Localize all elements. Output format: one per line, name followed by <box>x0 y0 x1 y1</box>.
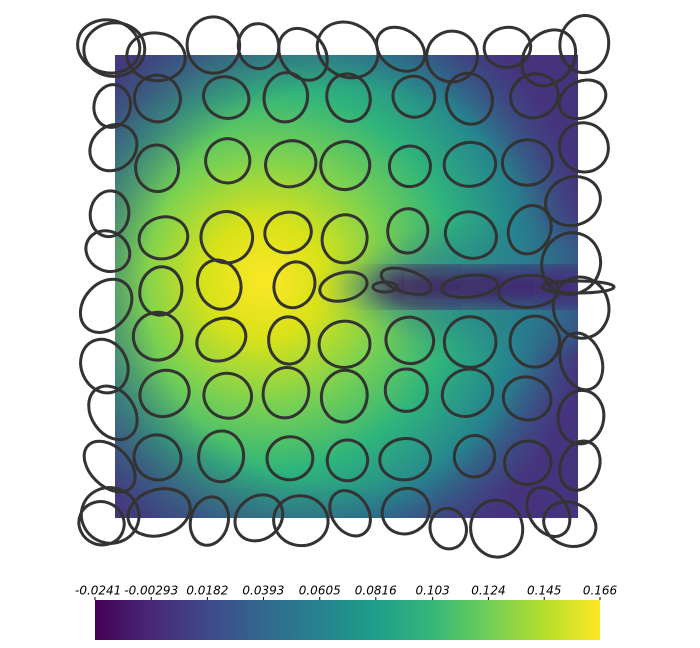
glyph <box>387 144 432 189</box>
glyph <box>202 371 254 420</box>
glyph <box>557 78 608 121</box>
glyph <box>503 439 553 486</box>
glyph <box>204 137 252 185</box>
glyph <box>138 368 191 419</box>
glyph <box>383 367 429 413</box>
glyph <box>384 315 436 366</box>
glyph <box>542 500 598 548</box>
glyph <box>319 140 372 192</box>
glyph <box>84 229 132 274</box>
glyph <box>428 506 468 551</box>
glyph <box>379 266 433 296</box>
field <box>115 55 578 518</box>
glyph <box>325 438 370 483</box>
glyph <box>380 486 432 536</box>
glyph <box>195 258 243 311</box>
glyph <box>509 72 560 120</box>
glyph <box>501 375 553 422</box>
glyph <box>482 25 533 69</box>
glyph <box>87 384 139 442</box>
glyph <box>125 31 187 83</box>
glyph <box>126 487 192 538</box>
glyph <box>131 310 184 362</box>
glyph <box>500 138 554 187</box>
glyph <box>277 26 329 82</box>
glyph <box>134 143 181 194</box>
glyph <box>132 433 183 482</box>
glyph <box>188 495 231 547</box>
glyph <box>132 73 182 124</box>
glyph <box>78 277 134 334</box>
glyph <box>319 368 369 424</box>
glyph <box>197 429 246 484</box>
glyph <box>371 280 399 294</box>
glyph <box>558 14 611 75</box>
glyph <box>263 210 313 255</box>
glyph <box>320 213 369 265</box>
colorbar-tick-label: 0.124 <box>471 584 505 598</box>
colorbar-tick-label: 0.0393 <box>242 584 284 598</box>
glyph <box>557 121 610 174</box>
glyph <box>469 498 525 559</box>
glyph <box>442 140 498 188</box>
glyph <box>544 175 602 228</box>
glyph <box>328 489 372 538</box>
glyph <box>79 486 141 545</box>
glyph <box>264 139 318 189</box>
glyph <box>138 265 184 317</box>
colorbar-tick-label: 0.0605 <box>299 584 341 598</box>
glyph <box>233 493 285 543</box>
glyph <box>137 215 190 261</box>
glyph <box>76 18 142 75</box>
colorbar-tick-label: 0.103 <box>415 584 449 598</box>
colorbar-tick-label: -0.0241 <box>75 584 121 598</box>
glyph <box>444 71 494 126</box>
glyph <box>391 74 437 119</box>
glyph <box>440 273 500 299</box>
glyph <box>318 270 369 303</box>
colorbar-tick-label: 0.145 <box>527 584 561 598</box>
glyph <box>378 436 432 482</box>
glyph <box>558 439 602 492</box>
glyph <box>82 439 137 494</box>
glyph <box>82 21 147 78</box>
glyph <box>440 367 495 418</box>
glyph <box>317 319 372 369</box>
glyph <box>443 210 498 260</box>
glyph <box>272 494 330 548</box>
glyph <box>88 189 131 239</box>
glyph <box>540 231 603 296</box>
glyph <box>442 315 498 369</box>
glyph <box>506 204 553 256</box>
glyph <box>315 20 380 80</box>
glyph <box>386 207 430 255</box>
glyph <box>508 314 562 369</box>
glyph <box>425 29 479 84</box>
colorbar-tick-label: -0.00293 <box>124 584 178 598</box>
glyph <box>375 25 427 73</box>
glyph <box>520 28 578 88</box>
glyph <box>265 435 315 482</box>
glyph <box>558 331 605 392</box>
ellipse-glyphs <box>76 14 616 559</box>
glyph <box>272 260 317 310</box>
glyph <box>267 315 311 366</box>
colorbar <box>95 600 600 640</box>
colorbar-tick-label: 0.0816 <box>355 584 397 598</box>
glyph <box>195 316 248 363</box>
colorbar-tick-label: 0.0182 <box>186 584 228 598</box>
glyph <box>261 366 311 420</box>
glyph <box>79 337 130 395</box>
glyph <box>201 75 251 120</box>
glyph <box>452 434 497 479</box>
colorbar-tick-label: 0.166 <box>583 584 618 598</box>
glyph <box>88 122 139 173</box>
field-crack <box>365 268 578 306</box>
